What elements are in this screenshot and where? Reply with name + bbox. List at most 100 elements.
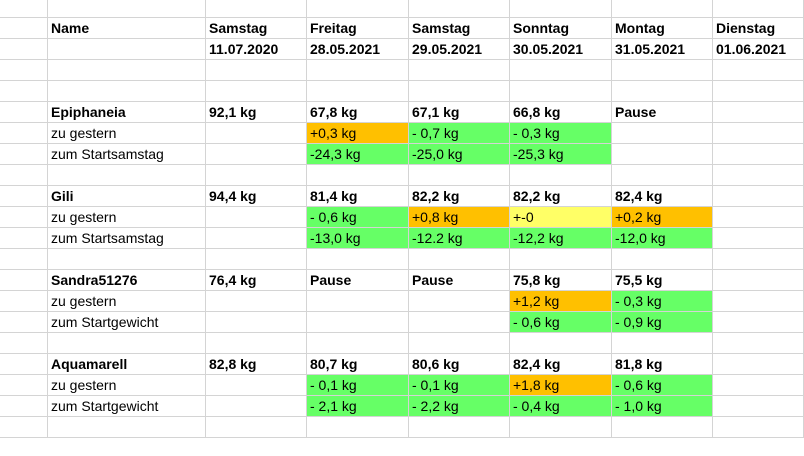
- empty-cell[interactable]: [409, 333, 510, 353]
- difference-value-cell[interactable]: - 2,1 kg: [307, 396, 409, 416]
- empty-cell[interactable]: [307, 60, 409, 80]
- difference-value-cell[interactable]: [307, 312, 409, 332]
- difference-value-cell[interactable]: - 0,6 kg: [510, 312, 612, 332]
- participant-name-cell[interactable]: Aquamarell: [48, 354, 206, 374]
- empty-cell[interactable]: [0, 312, 48, 332]
- difference-value-cell[interactable]: +1,2 kg: [510, 291, 612, 311]
- difference-label-cell[interactable]: zu gestern: [48, 375, 206, 395]
- weight-cell[interactable]: 81,4 kg: [307, 186, 409, 206]
- weight-cell[interactable]: Pause: [307, 270, 409, 290]
- empty-cell[interactable]: [206, 417, 307, 437]
- empty-cell[interactable]: [0, 18, 48, 38]
- difference-value-cell[interactable]: +0,3 kg: [307, 123, 409, 143]
- weight-cell[interactable]: 75,8 kg: [510, 270, 612, 290]
- difference-value-cell[interactable]: -25,0 kg: [409, 144, 510, 164]
- empty-cell[interactable]: [206, 0, 307, 17]
- difference-value-cell[interactable]: [713, 228, 804, 248]
- header-date-cell[interactable]: 31.05.2021: [612, 39, 713, 59]
- difference-value-cell[interactable]: - 0,3 kg: [510, 123, 612, 143]
- difference-value-cell[interactable]: -24,3 kg: [307, 144, 409, 164]
- empty-cell[interactable]: [206, 165, 307, 185]
- difference-value-cell[interactable]: - 1,0 kg: [612, 396, 713, 416]
- empty-cell[interactable]: [0, 39, 48, 59]
- difference-value-cell[interactable]: [206, 312, 307, 332]
- header-day-cell[interactable]: Freitag: [307, 18, 409, 38]
- difference-value-cell[interactable]: [612, 144, 713, 164]
- empty-cell[interactable]: [713, 0, 804, 17]
- difference-value-cell[interactable]: [612, 123, 713, 143]
- empty-cell[interactable]: [206, 60, 307, 80]
- empty-cell[interactable]: [307, 249, 409, 269]
- difference-label-cell[interactable]: zu gestern: [48, 291, 206, 311]
- empty-cell[interactable]: [409, 0, 510, 17]
- empty-cell[interactable]: [206, 249, 307, 269]
- difference-value-cell[interactable]: [713, 144, 804, 164]
- weight-cell[interactable]: [713, 186, 804, 206]
- weight-cell[interactable]: 82,4 kg: [510, 354, 612, 374]
- difference-value-cell[interactable]: -12,0 kg: [612, 228, 713, 248]
- empty-cell[interactable]: [409, 249, 510, 269]
- difference-value-cell[interactable]: [713, 291, 804, 311]
- empty-cell[interactable]: [307, 0, 409, 17]
- weight-cell[interactable]: [713, 270, 804, 290]
- empty-cell[interactable]: [48, 81, 206, 101]
- empty-cell[interactable]: [48, 333, 206, 353]
- weight-cell[interactable]: [713, 354, 804, 374]
- difference-value-cell[interactable]: -25,3 kg: [510, 144, 612, 164]
- empty-cell[interactable]: [510, 0, 612, 17]
- empty-cell[interactable]: [48, 39, 206, 59]
- empty-cell[interactable]: [206, 81, 307, 101]
- header-name-cell[interactable]: Name: [48, 18, 206, 38]
- participant-name-cell[interactable]: Gili: [48, 186, 206, 206]
- weight-cell[interactable]: [713, 102, 804, 122]
- empty-cell[interactable]: [48, 249, 206, 269]
- difference-label-cell[interactable]: zum Startsamstag: [48, 228, 206, 248]
- weight-cell[interactable]: 80,7 kg: [307, 354, 409, 374]
- empty-cell[interactable]: [612, 165, 713, 185]
- empty-cell[interactable]: [206, 333, 307, 353]
- difference-value-cell[interactable]: -13,0 kg: [307, 228, 409, 248]
- weight-cell[interactable]: 82,4 kg: [612, 186, 713, 206]
- empty-cell[interactable]: [0, 375, 48, 395]
- header-day-cell[interactable]: Dienstag: [713, 18, 804, 38]
- header-day-cell[interactable]: Samstag: [206, 18, 307, 38]
- participant-name-cell[interactable]: Sandra51276: [48, 270, 206, 290]
- empty-cell[interactable]: [0, 249, 48, 269]
- empty-cell[interactable]: [0, 270, 48, 290]
- empty-cell[interactable]: [307, 333, 409, 353]
- difference-value-cell[interactable]: - 0,1 kg: [409, 375, 510, 395]
- weight-cell[interactable]: 80,6 kg: [409, 354, 510, 374]
- empty-cell[interactable]: [612, 0, 713, 17]
- empty-cell[interactable]: [307, 81, 409, 101]
- difference-value-cell[interactable]: -12.2 kg: [409, 228, 510, 248]
- difference-value-cell[interactable]: - 0,6 kg: [307, 207, 409, 227]
- empty-cell[interactable]: [510, 333, 612, 353]
- empty-cell[interactable]: [612, 249, 713, 269]
- empty-cell[interactable]: [510, 165, 612, 185]
- participant-name-cell[interactable]: Epiphaneia: [48, 102, 206, 122]
- header-day-cell[interactable]: Montag: [612, 18, 713, 38]
- empty-cell[interactable]: [0, 102, 48, 122]
- difference-value-cell[interactable]: [307, 291, 409, 311]
- header-date-cell[interactable]: 28.05.2021: [307, 39, 409, 59]
- empty-cell[interactable]: [48, 0, 206, 17]
- difference-value-cell[interactable]: [206, 123, 307, 143]
- empty-cell[interactable]: [0, 396, 48, 416]
- empty-cell[interactable]: [0, 0, 48, 17]
- empty-cell[interactable]: [713, 333, 804, 353]
- weight-cell[interactable]: 67,8 kg: [307, 102, 409, 122]
- empty-cell[interactable]: [0, 123, 48, 143]
- empty-cell[interactable]: [510, 60, 612, 80]
- difference-value-cell[interactable]: - 2,2 kg: [409, 396, 510, 416]
- empty-cell[interactable]: [612, 333, 713, 353]
- weight-cell[interactable]: 81,8 kg: [612, 354, 713, 374]
- empty-cell[interactable]: [0, 354, 48, 374]
- empty-cell[interactable]: [0, 165, 48, 185]
- difference-label-cell[interactable]: zum Startgewicht: [48, 396, 206, 416]
- empty-cell[interactable]: [713, 165, 804, 185]
- difference-value-cell[interactable]: +0,8 kg: [409, 207, 510, 227]
- difference-value-cell[interactable]: [713, 312, 804, 332]
- empty-cell[interactable]: [409, 81, 510, 101]
- empty-cell[interactable]: [0, 417, 48, 437]
- difference-value-cell[interactable]: - 0,3 kg: [612, 291, 713, 311]
